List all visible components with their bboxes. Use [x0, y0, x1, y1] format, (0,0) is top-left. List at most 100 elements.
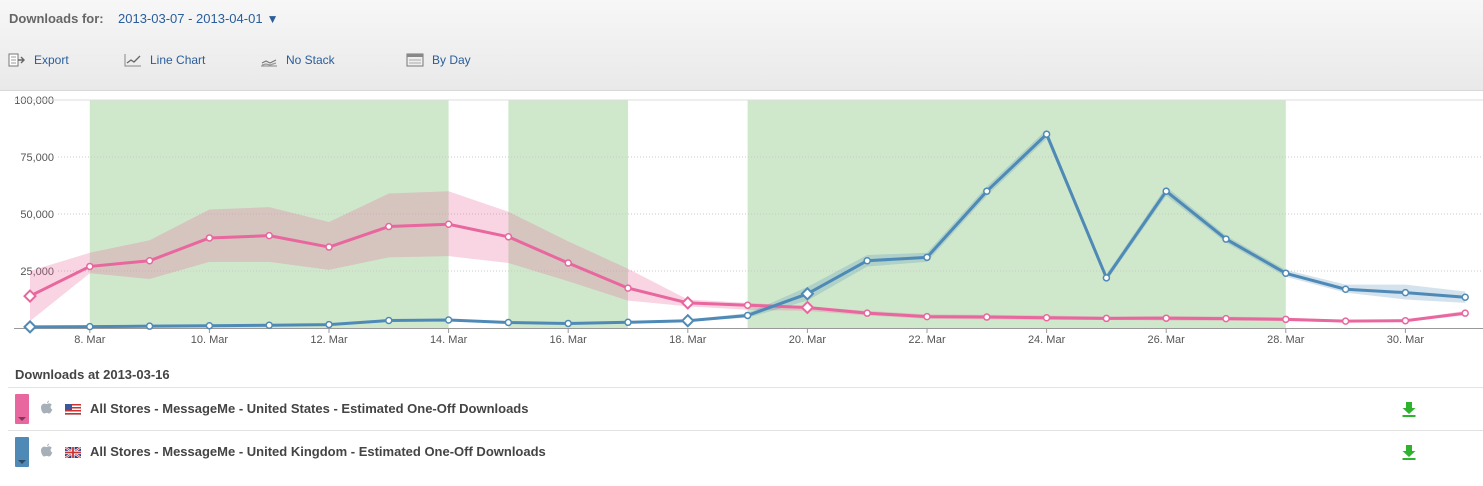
data-point [1102, 314, 1111, 323]
x-tick-label: 8. Mar [74, 334, 106, 346]
data-point [1282, 315, 1290, 324]
data-point [1222, 235, 1230, 243]
line-chart-label: Line Chart [150, 53, 206, 67]
data-point [325, 320, 333, 329]
swatch-dropdown-icon [18, 460, 26, 464]
x-tick-label: 26. Mar [1148, 334, 1186, 346]
x-tick-label: 14. Mar [430, 334, 468, 346]
series-color-swatch[interactable] [15, 437, 29, 467]
data-point [743, 311, 752, 320]
toolbar-area: Downloads for: 2013-03-07 - 2013-04-01 ▼ … [0, 0, 1483, 91]
data-point [23, 319, 37, 334]
legend-title: Downloads at 2013-03-16 [15, 367, 170, 382]
y-tick-label: 75,000 [20, 152, 54, 164]
highlight-band [747, 100, 1286, 328]
data-point [564, 259, 572, 267]
data-point [863, 256, 871, 265]
data-point [1401, 316, 1410, 325]
data-point [743, 301, 752, 309]
data-point [86, 262, 94, 271]
data-point [923, 312, 931, 321]
legend-label-us: All Stores - MessageMe - United States -… [90, 401, 529, 416]
data-point [680, 296, 695, 310]
y-tick-label: 100,000 [14, 95, 54, 107]
data-point [1461, 309, 1469, 317]
line-chart-icon [124, 54, 141, 67]
downloads-chart[interactable]: 100,000 75,000 50,000 25,000 8. Mar 10. Mar 12… [0, 90, 1483, 352]
downloads-for-label: Downloads for: [9, 11, 104, 26]
data-point [444, 316, 453, 324]
data-point [385, 222, 393, 231]
calendar-icon [406, 53, 424, 67]
data-point [800, 286, 815, 301]
data-point [624, 318, 632, 327]
data-point [145, 256, 154, 265]
legend-label-uk: All Stores - MessageMe - United Kingdom … [90, 444, 546, 459]
data-point [1282, 269, 1290, 278]
y-tick-label: 50,000 [20, 209, 54, 221]
data-point [1461, 293, 1469, 301]
apple-icon [41, 400, 53, 414]
data-point [385, 316, 393, 325]
x-tick-label: 10. Mar [191, 334, 229, 346]
data-point [265, 321, 273, 330]
x-tick-label: 22. Mar [908, 334, 946, 346]
x-tick-label: 20. Mar [789, 334, 827, 346]
data-point [1042, 313, 1051, 322]
series-color-swatch[interactable] [15, 394, 29, 424]
apple-icon [41, 443, 53, 457]
data-point [145, 322, 154, 330]
date-range-picker[interactable]: 2013-03-07 - 2013-04-01 ▼ [118, 11, 278, 26]
data-point [265, 231, 273, 240]
swatch-dropdown-icon [18, 417, 26, 421]
no-stack-label: No Stack [286, 53, 335, 67]
download-icon[interactable] [1401, 444, 1417, 460]
legend-row-uk[interactable]: All Stores - MessageMe - United Kingdom … [8, 430, 1483, 473]
data-point [800, 300, 815, 315]
us-flag-icon [65, 404, 81, 415]
no-stack-icon [261, 59, 277, 67]
data-point [1162, 187, 1170, 195]
export-label: Export [34, 53, 69, 67]
data-point [23, 289, 37, 303]
download-icon[interactable] [1401, 401, 1417, 417]
data-point [1341, 285, 1350, 293]
data-point [444, 220, 453, 229]
data-point [680, 313, 695, 328]
no-stack-button[interactable]: No Stack [260, 52, 335, 68]
data-point [1102, 274, 1111, 282]
chart-svg[interactable]: 100,000 75,000 50,000 25,000 8. Mar 10. Mar 12… [0, 90, 1483, 352]
chevron-down-icon: ▼ [266, 12, 279, 26]
data-point [923, 253, 931, 262]
data-point [86, 322, 94, 331]
data-point [325, 243, 333, 251]
data-point [1042, 130, 1051, 138]
export-icon [8, 53, 25, 67]
data-point [504, 318, 513, 327]
x-tick-label: 18. Mar [669, 334, 707, 346]
export-button[interactable]: Export [8, 52, 69, 68]
data-point [983, 187, 991, 195]
data-point [564, 319, 572, 328]
data-point [504, 233, 513, 241]
line-chart-button[interactable]: Line Chart [124, 52, 205, 68]
data-point [1341, 317, 1350, 325]
data-point [624, 284, 632, 292]
by-day-button[interactable]: By Day [406, 52, 471, 68]
by-day-label: By Day [432, 53, 471, 67]
data-point [1222, 314, 1230, 323]
data-point [1401, 288, 1410, 297]
uk-flag-icon [65, 447, 81, 458]
x-tick-label: 24. Mar [1028, 334, 1066, 346]
data-point [205, 234, 214, 242]
x-tick-label: 28. Mar [1267, 334, 1305, 346]
x-tick-label: 16. Mar [550, 334, 588, 346]
legend-row-us[interactable]: All Stores - MessageMe - United States -… [8, 387, 1483, 430]
y-tick-label: 25,000 [20, 266, 54, 278]
data-point [205, 321, 214, 330]
data-point [1162, 314, 1170, 322]
data-point [983, 313, 991, 321]
data-point [863, 309, 871, 317]
date-range-value: 2013-03-07 - 2013-04-01 [118, 11, 263, 26]
x-tick-label: 30. Mar [1387, 334, 1425, 346]
